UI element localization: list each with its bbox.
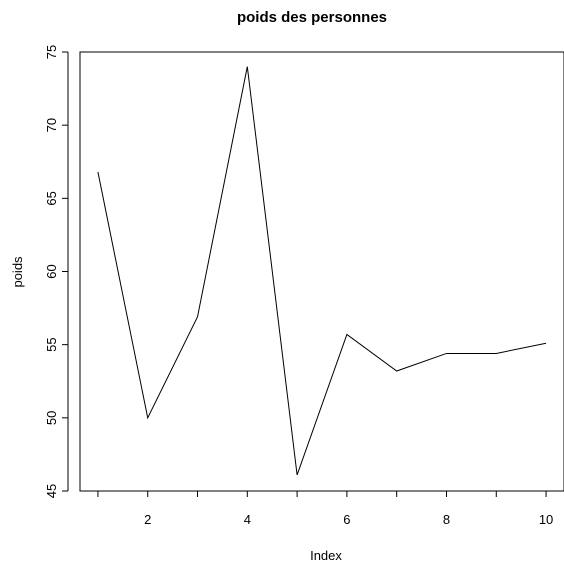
y-tick-label: 60 (44, 264, 59, 278)
y-axis-label: poids (10, 256, 25, 288)
x-tick-label: 6 (343, 512, 350, 527)
y-tick-label: 50 (44, 411, 59, 425)
data-points (97, 66, 547, 475)
x-tick-label: 2 (144, 512, 151, 527)
y-tick-label: 70 (44, 118, 59, 132)
x-axis-label: Index (310, 548, 342, 563)
plot-frame (79, 51, 564, 492)
y-tick-label: 65 (44, 191, 59, 205)
series-line (97, 66, 547, 476)
chart-title: poids des personnes (237, 9, 387, 26)
y-tick-label: 45 (44, 484, 59, 498)
x-axis: 2 4 6 8 10 (97, 490, 553, 527)
x-tick-label: 10 (539, 512, 553, 527)
y-axis: 45 50 55 60 65 70 75 (44, 45, 69, 498)
y-tick-label: 75 (44, 45, 59, 59)
x-tick-label: 8 (443, 512, 450, 527)
x-tick-label: 4 (244, 512, 251, 527)
y-tick-label: 55 (44, 337, 59, 351)
